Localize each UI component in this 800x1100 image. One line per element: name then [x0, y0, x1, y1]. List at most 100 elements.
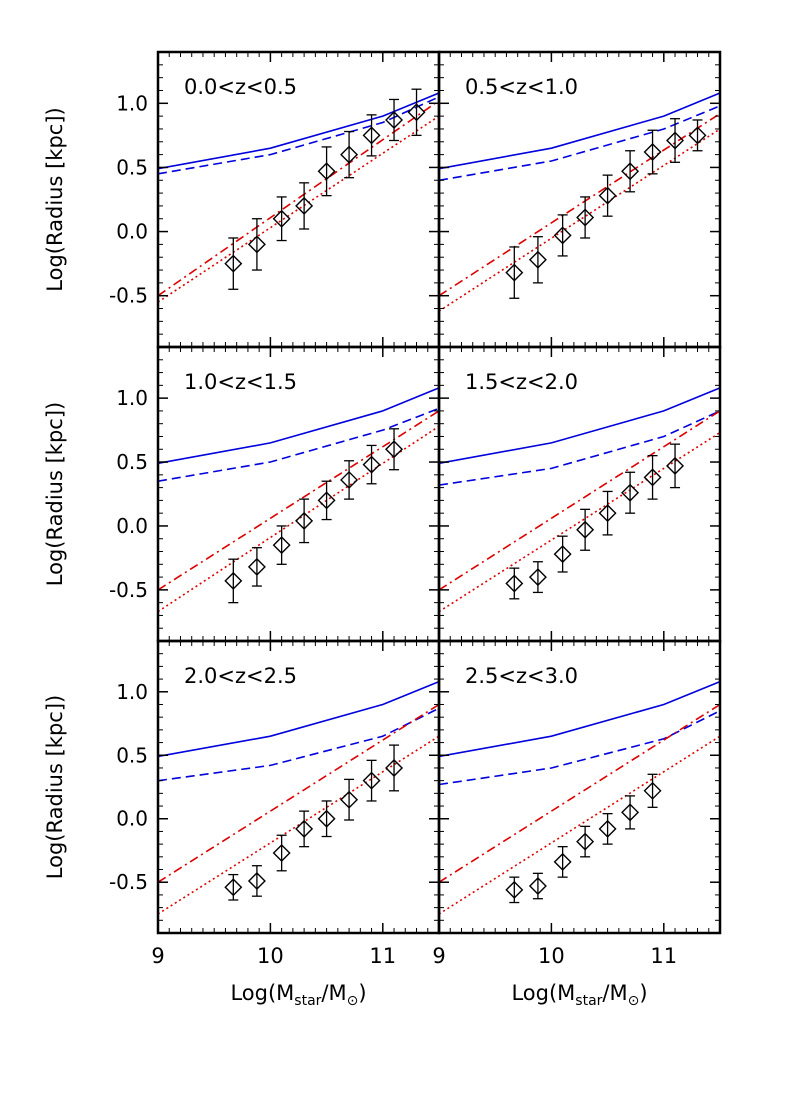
diamond-marker — [643, 143, 662, 162]
diamond-marker — [621, 162, 640, 181]
series-relation-dashdot-line — [439, 703, 720, 883]
diamond-marker — [576, 520, 595, 539]
data-point — [528, 872, 547, 900]
panels-layer: 0.0<z<0.5 0.5<z<1.0 1.0<z<1.5 1.5<z<2.0 2.0<… — [157, 52, 721, 933]
data-point — [340, 778, 359, 821]
data-point — [247, 865, 266, 897]
diamond-marker — [362, 771, 381, 790]
panel-2-plot-area — [439, 92, 720, 312]
diamond-marker — [295, 196, 314, 215]
series-model-solid-line — [439, 92, 720, 170]
diamond-marker — [385, 440, 404, 459]
diamond-marker — [553, 852, 572, 871]
data-point — [666, 443, 685, 489]
data-point — [317, 800, 336, 838]
x-tick-label: 11 — [369, 944, 396, 968]
diamond-marker — [576, 208, 595, 227]
data-point — [224, 237, 243, 290]
x-axis-title: Log(Mstar/M⊙) — [230, 981, 366, 1009]
data-point — [295, 182, 314, 230]
data-point — [505, 567, 524, 600]
diamond-marker — [340, 145, 359, 164]
y-tick-label: 0.5 — [116, 743, 148, 767]
panel-4-plot-area — [439, 387, 720, 613]
x-tick-label: 10 — [257, 944, 284, 968]
diamond-marker — [362, 455, 381, 474]
series-relation-dotted-line — [439, 128, 720, 312]
diamond-marker — [598, 186, 617, 205]
diamond-marker — [317, 491, 336, 510]
diamond-marker — [224, 571, 243, 590]
panel-6-plot-area — [439, 680, 720, 915]
diamond-marker — [666, 456, 685, 475]
series-relation-dashdot-line — [158, 100, 439, 297]
data-point — [362, 444, 381, 485]
panel-4-ticks — [438, 347, 721, 641]
data-point — [621, 471, 640, 514]
data-point — [643, 129, 662, 175]
data-point — [598, 174, 617, 217]
data-point — [272, 196, 291, 242]
x-tick-label: 9 — [432, 944, 445, 968]
y-axis-title: Log(Radius [kpc]) — [43, 402, 67, 586]
diamond-marker — [340, 790, 359, 809]
series-model-dashed-line — [158, 96, 439, 175]
data-point — [340, 130, 359, 179]
series-relation-dotted-line — [158, 115, 439, 303]
diamond-marker — [295, 511, 314, 530]
diamond-marker — [407, 103, 426, 122]
panel-1: 0.0<z<0.5 — [157, 52, 440, 347]
diamond-marker — [666, 131, 685, 150]
diamond-marker — [247, 235, 266, 254]
diamond-marker — [688, 126, 707, 145]
data-point — [295, 810, 314, 848]
data-point — [247, 547, 266, 587]
diamond-marker — [553, 226, 572, 245]
data-point — [505, 876, 524, 904]
y-tick-label: 1.0 — [116, 386, 148, 410]
data-point — [385, 744, 404, 792]
panel-5-plot-area — [158, 680, 439, 915]
diamond-marker — [385, 758, 404, 777]
panel-redshift-label: 2.0<z<2.5 — [184, 664, 297, 688]
panel-2: 0.5<z<1.0 — [438, 52, 721, 347]
diamond-marker — [247, 871, 266, 890]
panel-redshift-label: 1.5<z<2.0 — [465, 370, 578, 394]
series-relation-dotted-line — [158, 735, 439, 915]
diamond-marker — [643, 468, 662, 487]
series-relation-dashdot-line — [439, 410, 720, 591]
panel-6: 2.5<z<3.0 — [438, 641, 721, 933]
diamond-marker — [576, 832, 595, 851]
data-point — [272, 525, 291, 565]
series-model-solid-line — [158, 680, 439, 758]
axes-text-layer: -0.5 0.0 0.5 1.0 Log(Radius [kpc]) -0.5 0.0 0.5… — [43, 91, 677, 1009]
data-point — [553, 846, 572, 878]
data-point — [317, 146, 336, 197]
data-point — [643, 455, 662, 500]
diamond-marker — [362, 126, 381, 145]
diamond-marker — [505, 880, 524, 899]
diamond-marker — [505, 574, 524, 593]
y-tick-label: 1.0 — [116, 680, 148, 704]
panel-5: 2.0<z<2.5 — [157, 641, 440, 933]
x-tick-label: 11 — [650, 944, 677, 968]
y-tick-label: 0.0 — [116, 514, 148, 538]
diamond-marker — [505, 263, 524, 282]
diamond-marker — [598, 819, 617, 838]
y-tick-label: -0.5 — [109, 870, 148, 894]
series-relation-dotted-line — [158, 425, 439, 613]
panel-frame — [437, 639, 722, 935]
diamond-marker — [317, 162, 336, 181]
panel-redshift-label: 1.0<z<1.5 — [184, 370, 297, 394]
x-tick-label: 10 — [538, 944, 565, 968]
y-tick-label: 1.0 — [116, 91, 148, 115]
series-model-solid-line — [158, 92, 439, 170]
y-axis-title: Log(Radius [kpc]) — [43, 107, 67, 291]
x-axis-title: Log(Mstar/M⊙) — [511, 981, 647, 1009]
data-point — [224, 873, 243, 901]
data-point — [317, 480, 336, 521]
series-relation-dashdot-line — [158, 703, 439, 883]
diamond-marker — [317, 809, 336, 828]
diamond-marker — [598, 504, 617, 523]
